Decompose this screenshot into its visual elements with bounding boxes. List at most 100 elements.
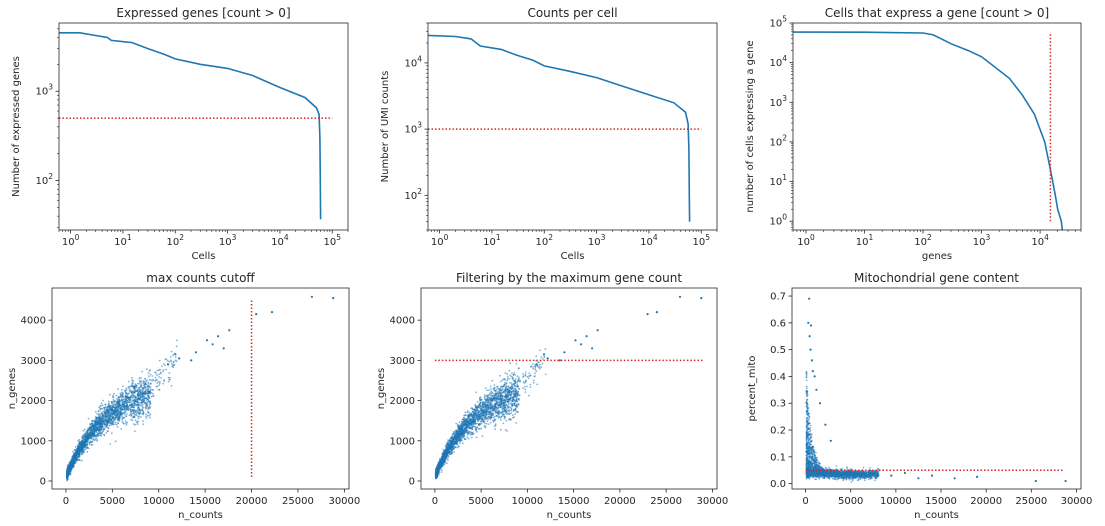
scatter-cloud-point bbox=[494, 423, 497, 426]
scatter-cloud-point bbox=[104, 412, 107, 414]
scatter-cloud-point bbox=[137, 392, 139, 395]
scatter-cloud-point bbox=[114, 440, 117, 443]
scatter-cloud-point bbox=[81, 448, 84, 451]
scatter-point bbox=[217, 335, 220, 338]
scatter-cloud-point bbox=[126, 408, 129, 411]
scatter-cloud-point bbox=[162, 369, 165, 371]
scatter-cloud-point bbox=[506, 379, 508, 382]
scatter-cloud-point bbox=[131, 381, 134, 384]
scatter-cloud-point bbox=[516, 383, 519, 386]
scatter-cloud-point bbox=[104, 418, 107, 421]
x-tick-label: 101 bbox=[114, 233, 132, 248]
scatter-cloud-point bbox=[175, 360, 178, 363]
scatter-cloud-point bbox=[70, 461, 73, 463]
y-tick-label: 103 bbox=[35, 83, 53, 98]
scatter-cloud-point bbox=[90, 440, 92, 443]
scatter-cloud-point bbox=[172, 366, 175, 369]
x-tick-label: 104 bbox=[271, 233, 289, 248]
scatter-cloud-point bbox=[82, 429, 85, 432]
scatter-cloud-point bbox=[468, 432, 470, 435]
scatter-cloud-point bbox=[516, 411, 519, 414]
scatter-cloud-point bbox=[466, 433, 469, 436]
scatter-cloud-point bbox=[496, 388, 498, 390]
scatter-cloud-point bbox=[470, 436, 473, 439]
plot-frame bbox=[427, 22, 718, 231]
scatter-cloud-point bbox=[112, 398, 115, 401]
x-tick-label: 15000 bbox=[189, 496, 221, 507]
scatter-cloud-point bbox=[83, 428, 86, 431]
scatter-cloud-point bbox=[119, 407, 121, 410]
scatter-cloud-point bbox=[475, 391, 478, 394]
scatter-cloud-point bbox=[496, 401, 499, 404]
scatter-cloud-point bbox=[143, 395, 146, 398]
scatter-cloud-point bbox=[100, 429, 103, 431]
scatter-cloud-point bbox=[149, 403, 152, 405]
scatter-cloud-point bbox=[505, 420, 508, 422]
scatter-cloud-point bbox=[134, 396, 136, 398]
scatter-cloud-point bbox=[121, 421, 124, 423]
y-tick-label: 0 bbox=[40, 476, 46, 487]
scatter-cloud-point bbox=[96, 428, 99, 430]
scatter-cloud-point bbox=[147, 412, 150, 414]
scatter-cloud-point bbox=[156, 374, 159, 377]
scatter-cloud-point bbox=[125, 389, 128, 392]
scatter-cloud-point bbox=[137, 417, 140, 420]
y-tick-label: 104 bbox=[769, 54, 787, 69]
scatter-cloud-point bbox=[108, 407, 111, 410]
scatter-cloud-point bbox=[118, 418, 120, 420]
scatter-cloud-point bbox=[110, 412, 113, 415]
scatter-cloud-point bbox=[144, 377, 147, 380]
scatter-cloud-point bbox=[139, 380, 142, 383]
scatter-cloud-point bbox=[493, 384, 496, 386]
scatter-cloud-point bbox=[457, 444, 460, 447]
scatter-cloud-point bbox=[85, 440, 87, 442]
scatter-cloud-point bbox=[129, 398, 132, 401]
scatter-cloud-point bbox=[449, 438, 451, 440]
scatter-cloud-point bbox=[110, 418, 112, 421]
scatter-cloud-point bbox=[132, 402, 135, 405]
scatter-cloud-point bbox=[103, 421, 105, 424]
scatter-cloud-point bbox=[86, 441, 89, 444]
scatter-cloud-point bbox=[135, 400, 138, 403]
scatter-point bbox=[310, 295, 313, 298]
scatter-cloud-point bbox=[72, 459, 75, 462]
scatter-cloud-point bbox=[493, 389, 496, 392]
scatter-cloud-point bbox=[83, 444, 85, 447]
scatter-cloud-point bbox=[146, 405, 149, 408]
scatter-cloud-point bbox=[484, 403, 487, 406]
scatter-cloud-point bbox=[131, 404, 134, 407]
scatter-cloud-point bbox=[138, 402, 141, 404]
scatter-cloud-point bbox=[135, 385, 137, 388]
scatter-cloud-point bbox=[122, 392, 124, 394]
scatter-cloud-point bbox=[94, 415, 97, 418]
scatter-cloud-point bbox=[486, 402, 489, 404]
scatter-cloud-point bbox=[162, 363, 165, 365]
scatter-cloud-point bbox=[117, 401, 119, 404]
scatter-cloud-point bbox=[111, 422, 114, 424]
y-tick-label: 1000 bbox=[21, 436, 46, 447]
scatter-cloud-point bbox=[120, 428, 123, 430]
scatter-cloud-point bbox=[494, 419, 497, 421]
scatter-cloud-point bbox=[130, 394, 133, 397]
x-axis-label: genes bbox=[922, 251, 952, 262]
plot-frame bbox=[51, 287, 350, 490]
scatter-cloud-point bbox=[155, 379, 158, 382]
scatter-cloud-point bbox=[124, 410, 127, 413]
scatter-cloud-point bbox=[136, 390, 138, 392]
scatter-cloud-point bbox=[148, 414, 151, 417]
scatter-cloud-point bbox=[172, 354, 175, 357]
scatter-cloud bbox=[66, 339, 178, 482]
scatter-cloud-point bbox=[144, 406, 147, 409]
scatter-cloud-point bbox=[149, 400, 152, 403]
scatter-cloud-point bbox=[131, 419, 134, 422]
scatter-cloud-point bbox=[122, 400, 124, 403]
scatter-cloud-point bbox=[487, 418, 490, 420]
scatter-cloud-point bbox=[508, 378, 511, 380]
scatter-cloud-point bbox=[134, 419, 137, 421]
scatter-cloud-point bbox=[142, 420, 144, 422]
scatter-cloud-point bbox=[170, 356, 172, 358]
scatter-cloud-point bbox=[92, 426, 95, 429]
scatter-cloud-point bbox=[496, 391, 499, 393]
scatter-cloud-point bbox=[69, 465, 71, 467]
